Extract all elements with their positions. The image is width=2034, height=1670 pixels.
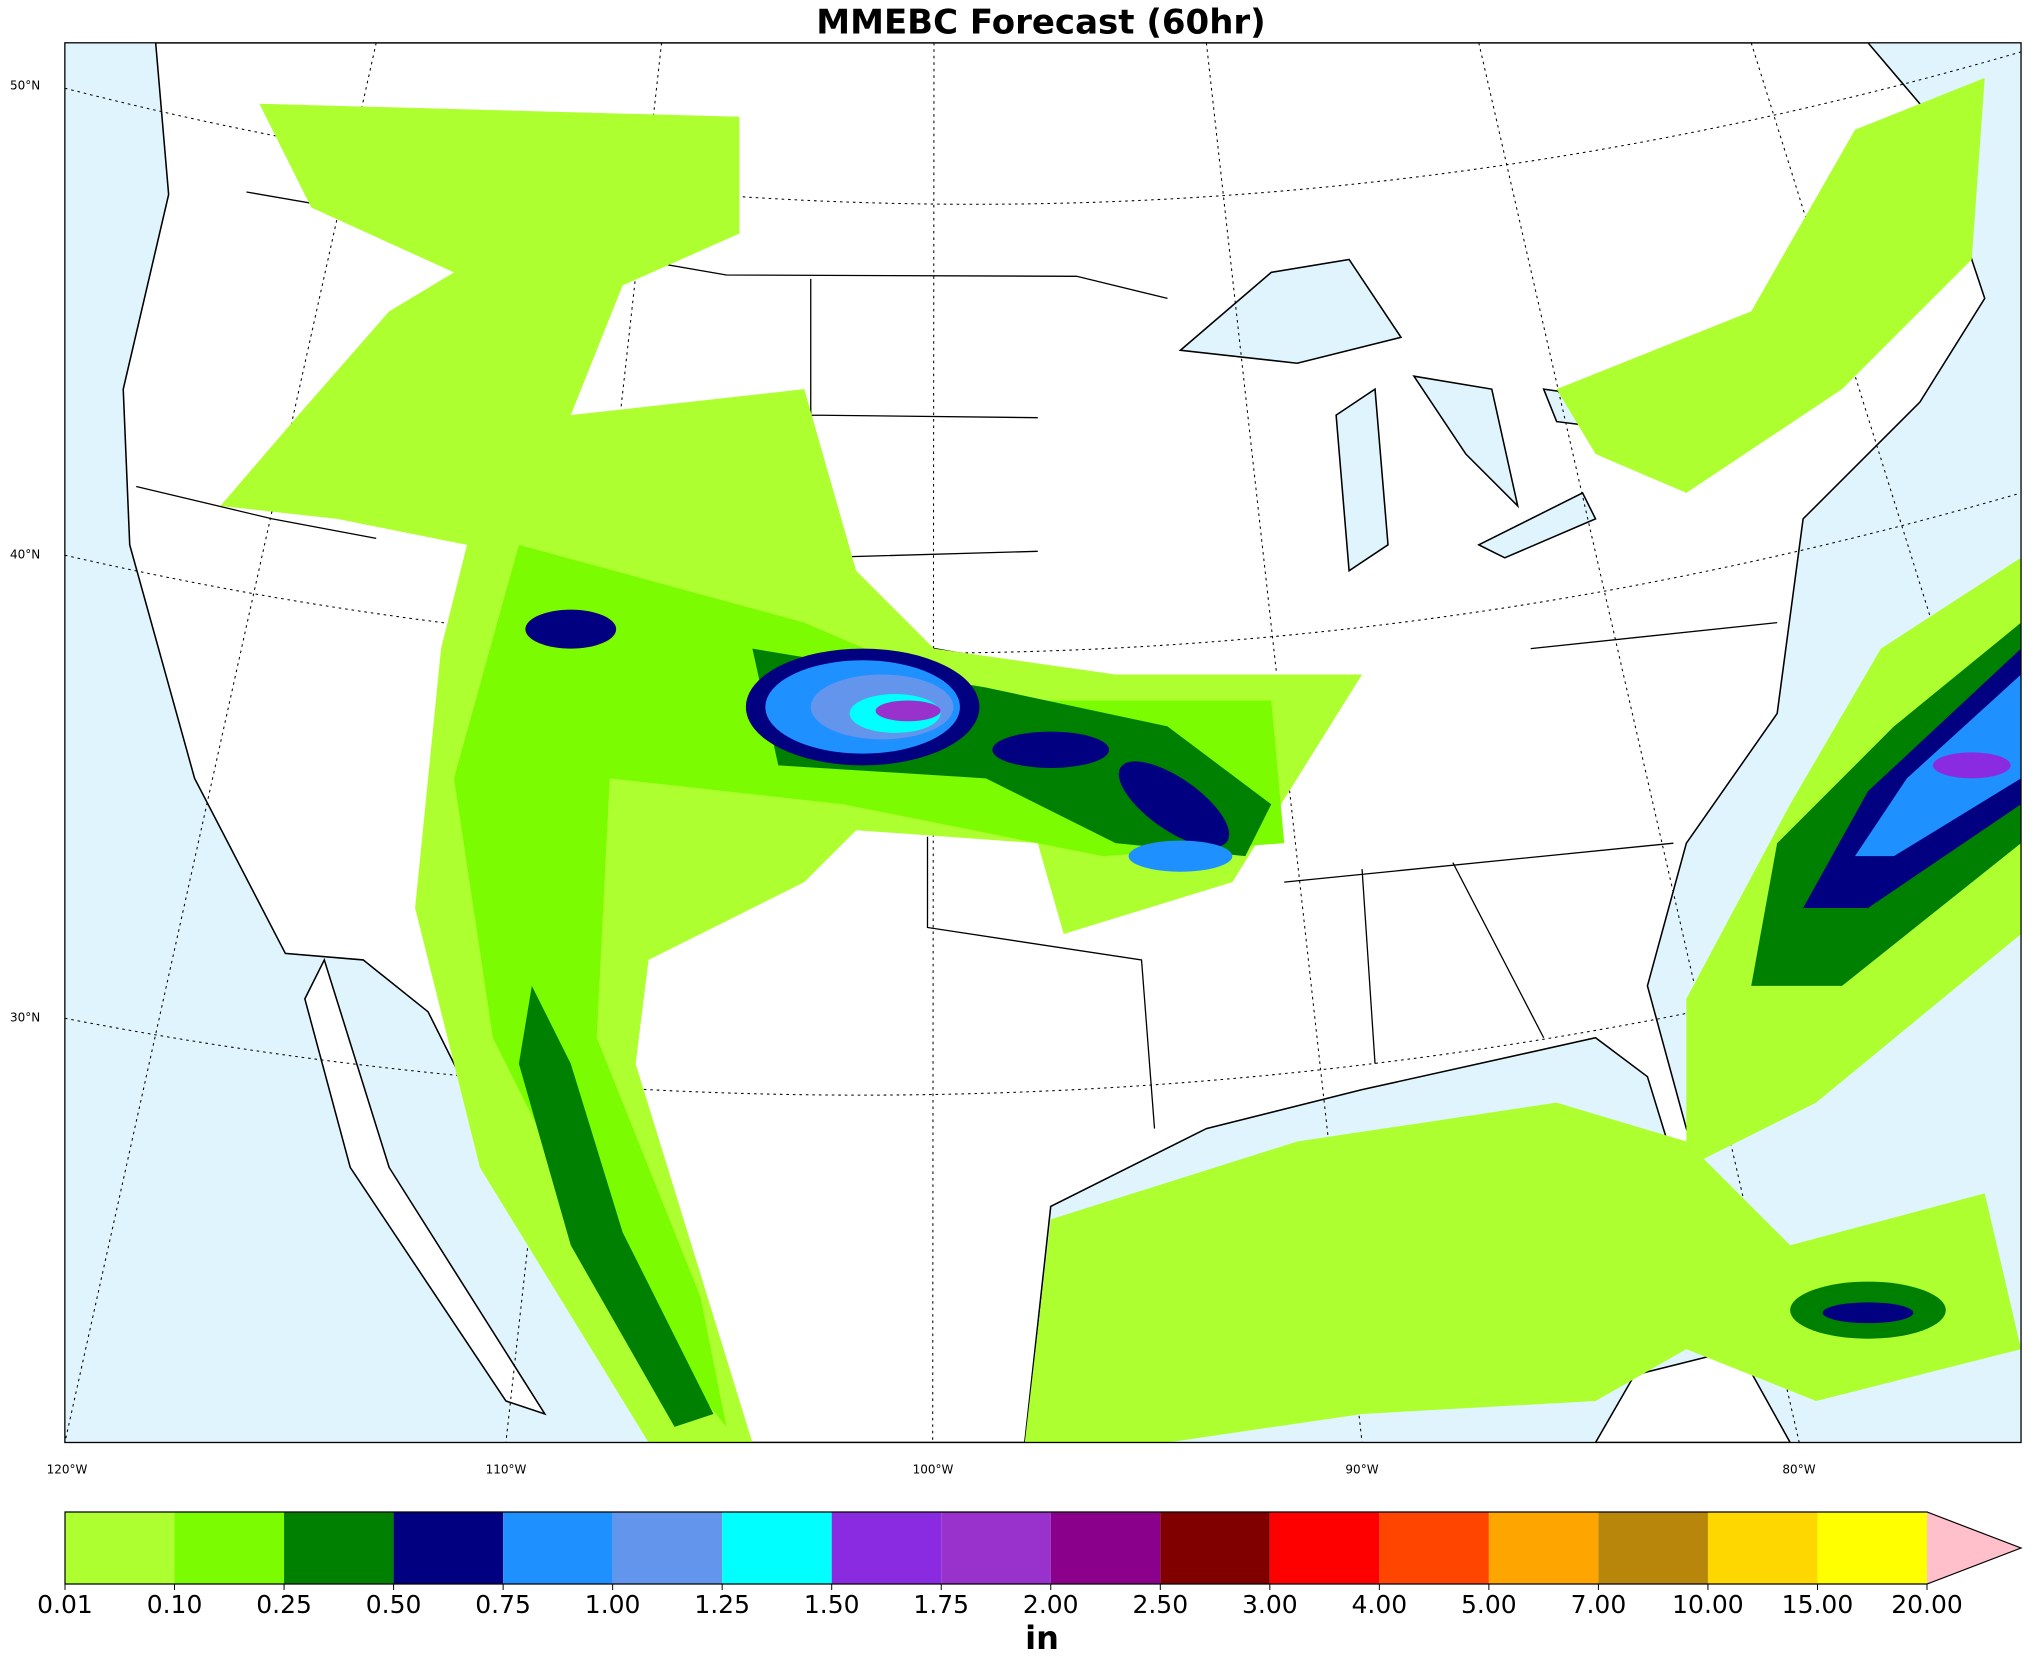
colorbar-tick-label: 0.50 <box>366 1590 422 1619</box>
colorbar-tick-label: 4.00 <box>1352 1590 1408 1619</box>
colorbar-tick-label: 7.00 <box>1571 1590 1627 1619</box>
lat-label: 30°N <box>10 1011 40 1025</box>
lon-label: 110°W <box>486 1463 527 1477</box>
colorbar-tick-label: 3.00 <box>1242 1590 1298 1619</box>
lat-label: 50°N <box>10 79 40 93</box>
colorbar-bin <box>503 1512 613 1584</box>
colorbar-tick-label: 0.10 <box>147 1590 203 1619</box>
map <box>64 42 2022 1444</box>
colorbar-bin <box>612 1512 723 1584</box>
colorbar-bin <box>1488 1512 1599 1584</box>
lon-label: 80°W <box>1782 1463 1815 1477</box>
colorbar-tick-label: 2.00 <box>1023 1590 1079 1619</box>
colorbar-bin <box>1269 1512 1380 1584</box>
colorbar-tick-label: 0.75 <box>475 1590 531 1619</box>
colorbar-outline <box>64 1511 2023 1585</box>
colorbar-extend <box>1927 1512 2021 1584</box>
colorbar-bin <box>393 1512 504 1584</box>
lon-label: 120°W <box>47 1463 88 1477</box>
colorbar-tick-label: 0.01 <box>37 1590 93 1619</box>
colorbar-tick-label: 20.00 <box>1891 1590 1963 1619</box>
colorbar-bin <box>1817 1512 1927 1584</box>
colorbar-tick-label: 2.50 <box>1132 1590 1188 1619</box>
colorbar-tick-label: 10.00 <box>1672 1590 1744 1619</box>
lat-label: 40°N <box>10 548 40 562</box>
colorbar-tick-label: 15.00 <box>1782 1590 1854 1619</box>
colorbar-bin <box>941 1512 1051 1584</box>
colorbar-bin <box>1598 1512 1708 1584</box>
colorbar-tick-label: 0.25 <box>256 1590 312 1619</box>
colorbar-label: in <box>1025 1619 1059 1657</box>
colorbar-bin <box>284 1512 394 1584</box>
colorbar: 0.01 0.10 0.25 0.50 0.75 1.00 1.25 1.50 1.75 2.00… <box>37 1511 2023 1619</box>
colorbar-tick-label: 1.00 <box>585 1590 641 1619</box>
colorbar-tick-label: 1.50 <box>804 1590 860 1619</box>
graticule-labels: 50°N 40°N 30°N 120°W 110°W 100°W 90°W 80… <box>10 79 1816 1477</box>
baja <box>304 957 547 1416</box>
colorbar-bin <box>722 1512 832 1584</box>
colorbar-bin <box>174 1512 285 1584</box>
map-title: MMEBC Forecast (60hr) <box>816 3 1265 43</box>
colorbar-bin <box>1379 1512 1489 1584</box>
colorbar-bin <box>831 1512 942 1584</box>
colorbar-bin <box>65 1512 175 1584</box>
map-frame <box>64 42 2022 1444</box>
colorbar-bin <box>1050 1512 1161 1584</box>
colorbar-tick-label: 1.75 <box>913 1590 969 1619</box>
colorbar-tick-label: 5.00 <box>1461 1590 1517 1619</box>
colorbar-bin <box>1707 1512 1818 1584</box>
lon-label: 90°W <box>1345 1463 1378 1477</box>
lon-label: 100°W <box>913 1463 954 1477</box>
precipitation <box>220 77 2022 1443</box>
colorbar-bin <box>1160 1512 1270 1584</box>
colorbar-tick-label: 1.25 <box>694 1590 750 1619</box>
